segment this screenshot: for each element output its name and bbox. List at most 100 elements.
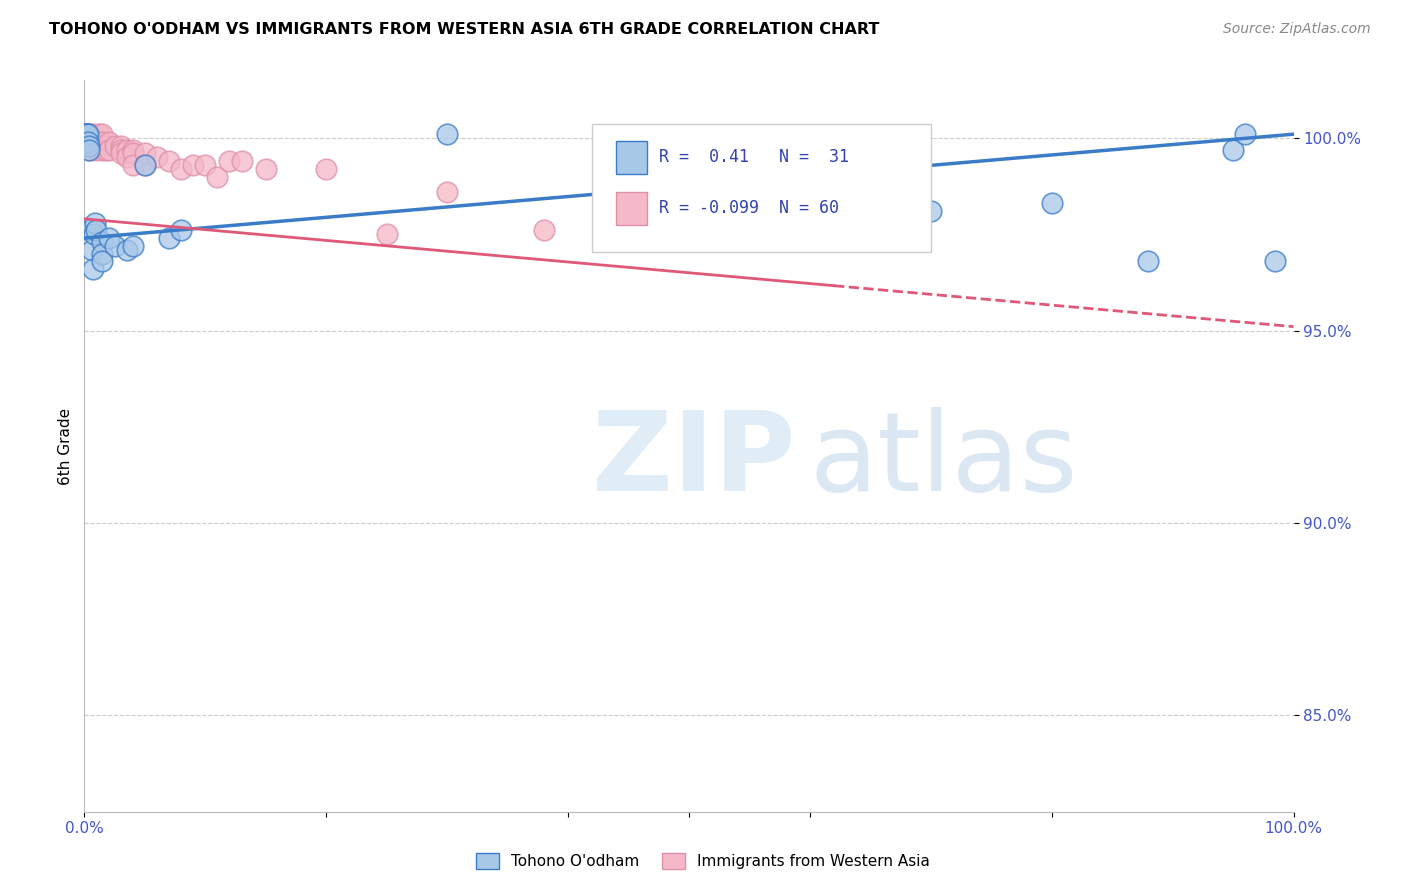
Point bbox=[157, 154, 180, 169]
Point bbox=[97, 135, 120, 149]
Point bbox=[181, 158, 204, 172]
Point bbox=[75, 135, 97, 149]
Point bbox=[80, 135, 103, 149]
Point bbox=[91, 235, 114, 249]
Point bbox=[231, 154, 253, 169]
Point bbox=[76, 127, 98, 141]
Text: atlas: atlas bbox=[810, 407, 1078, 514]
Y-axis label: 6th Grade: 6th Grade bbox=[58, 408, 73, 484]
Point bbox=[77, 135, 100, 149]
Point bbox=[79, 135, 101, 149]
Point bbox=[82, 127, 104, 141]
Point bbox=[207, 169, 229, 184]
Point bbox=[1137, 254, 1160, 268]
Point bbox=[86, 138, 108, 153]
Point bbox=[76, 131, 98, 145]
Point bbox=[79, 223, 101, 237]
Point bbox=[91, 143, 114, 157]
Point bbox=[920, 204, 942, 219]
Point bbox=[80, 131, 103, 145]
Text: R =  0.41   N =  31: R = 0.41 N = 31 bbox=[658, 148, 849, 166]
Point bbox=[79, 127, 101, 141]
Point bbox=[94, 143, 117, 157]
Point bbox=[77, 135, 100, 149]
Point bbox=[110, 138, 132, 153]
Point bbox=[1222, 143, 1244, 157]
Point bbox=[76, 127, 98, 141]
Point bbox=[76, 127, 98, 141]
Point bbox=[170, 161, 193, 176]
Point bbox=[75, 131, 97, 145]
Point bbox=[194, 158, 217, 172]
Point bbox=[1264, 254, 1286, 268]
Point bbox=[91, 127, 114, 141]
Point bbox=[87, 127, 110, 141]
Point bbox=[76, 138, 98, 153]
Text: ZIP: ZIP bbox=[592, 407, 796, 514]
Point bbox=[77, 127, 100, 141]
Point bbox=[82, 261, 104, 276]
FancyBboxPatch shape bbox=[592, 124, 931, 252]
Point bbox=[110, 146, 132, 161]
Point bbox=[1234, 127, 1257, 141]
Point bbox=[87, 135, 110, 149]
Point bbox=[121, 158, 143, 172]
Point bbox=[97, 231, 120, 245]
Point bbox=[157, 231, 180, 245]
Text: Source: ZipAtlas.com: Source: ZipAtlas.com bbox=[1223, 22, 1371, 37]
Point bbox=[82, 135, 104, 149]
Point bbox=[375, 227, 398, 242]
Point bbox=[115, 243, 138, 257]
Point bbox=[121, 146, 143, 161]
Point bbox=[254, 161, 277, 176]
Point bbox=[83, 131, 105, 145]
Text: TOHONO O'ODHAM VS IMMIGRANTS FROM WESTERN ASIA 6TH GRADE CORRELATION CHART: TOHONO O'ODHAM VS IMMIGRANTS FROM WESTER… bbox=[49, 22, 880, 37]
Point bbox=[84, 135, 107, 149]
Point bbox=[121, 143, 143, 157]
Point bbox=[91, 135, 114, 149]
Point bbox=[533, 223, 555, 237]
Point bbox=[86, 143, 108, 157]
Point bbox=[77, 127, 100, 141]
Point bbox=[76, 135, 98, 149]
Point bbox=[134, 146, 156, 161]
Text: R = -0.099  N = 60: R = -0.099 N = 60 bbox=[658, 199, 839, 218]
Point bbox=[134, 158, 156, 172]
Point bbox=[315, 161, 337, 176]
Point bbox=[170, 223, 193, 237]
Point bbox=[97, 143, 120, 157]
Point bbox=[79, 131, 101, 145]
Point bbox=[77, 127, 100, 141]
Point bbox=[75, 127, 97, 141]
Point bbox=[80, 138, 103, 153]
Point bbox=[91, 254, 114, 268]
Point bbox=[77, 138, 100, 153]
Point bbox=[77, 138, 100, 153]
Point bbox=[77, 131, 100, 145]
Point bbox=[77, 143, 100, 157]
Point bbox=[77, 138, 100, 153]
Point bbox=[110, 143, 132, 157]
Point bbox=[91, 246, 114, 260]
Point bbox=[77, 135, 100, 149]
Point bbox=[104, 138, 127, 153]
Point bbox=[146, 150, 169, 164]
Point bbox=[83, 227, 105, 242]
Bar bbox=[616, 141, 647, 174]
Point bbox=[218, 154, 240, 169]
Point bbox=[436, 185, 458, 199]
Bar bbox=[616, 192, 647, 225]
Legend: Tohono O'odham, Immigrants from Western Asia: Tohono O'odham, Immigrants from Western … bbox=[470, 847, 936, 875]
Point bbox=[115, 150, 138, 164]
Point bbox=[115, 143, 138, 157]
Point bbox=[86, 223, 108, 237]
Point bbox=[1040, 196, 1063, 211]
Point bbox=[75, 127, 97, 141]
Point bbox=[77, 143, 100, 157]
Point bbox=[134, 158, 156, 172]
Point bbox=[436, 127, 458, 141]
Point bbox=[94, 138, 117, 153]
Point bbox=[121, 239, 143, 253]
Point bbox=[80, 243, 103, 257]
Point bbox=[84, 216, 107, 230]
